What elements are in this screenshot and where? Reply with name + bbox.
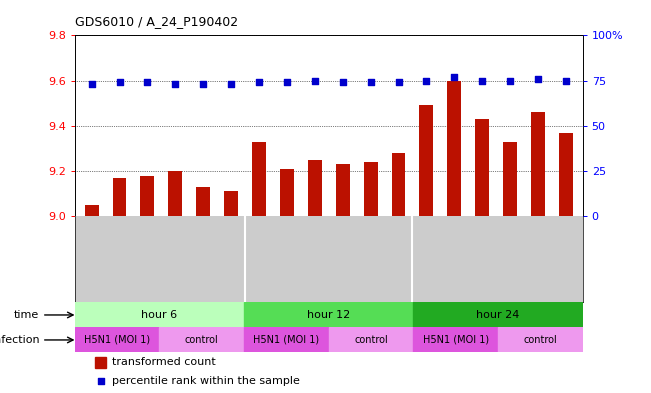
Point [282,79,292,86]
Bar [244,327,329,353]
Bar [413,303,583,327]
Text: percentile rank within the sample: percentile rank within the sample [113,376,300,386]
Text: hour 6: hour 6 [141,310,178,320]
Text: transformed count: transformed count [113,357,216,367]
Point [87,81,97,87]
Bar [85,205,98,216]
Bar [447,81,462,216]
Point [533,75,543,82]
Point [226,81,236,87]
Bar [196,187,210,216]
Text: control: control [523,335,557,345]
Text: GDS6010 / A_24_P190402: GDS6010 / A_24_P190402 [75,15,238,28]
Bar [159,327,244,353]
Text: control: control [185,335,219,345]
Point [365,79,376,86]
Bar [252,141,266,216]
Text: time: time [14,310,39,320]
Point [449,74,460,80]
Point [170,81,180,87]
Point [561,77,571,84]
Text: hour 12: hour 12 [307,310,350,320]
Bar [391,153,406,216]
Bar [113,178,126,216]
Point [254,79,264,86]
Bar [95,357,106,368]
Bar [503,141,517,216]
Bar [336,164,350,216]
Text: H5N1 (MOI 1): H5N1 (MOI 1) [422,335,489,345]
Bar [280,169,294,216]
Bar [141,176,154,216]
Text: H5N1 (MOI 1): H5N1 (MOI 1) [253,335,320,345]
Bar [169,171,182,216]
Bar [559,132,573,216]
Point [142,79,152,86]
Point [559,294,570,301]
Bar [413,327,498,353]
Bar [244,303,413,327]
Bar [308,160,322,216]
Point [477,77,488,84]
Point [421,77,432,84]
Point [337,79,348,86]
Bar [75,303,244,327]
Bar [329,327,413,353]
Point [310,77,320,84]
Bar [498,327,583,353]
Point [115,79,125,86]
Text: control: control [354,335,388,345]
Text: infection: infection [0,335,39,345]
Bar [531,112,545,216]
Point [505,77,516,84]
Text: H5N1 (MOI 1): H5N1 (MOI 1) [84,335,150,345]
Bar [475,119,489,216]
Text: hour 24: hour 24 [477,310,519,320]
Bar [224,191,238,216]
Bar [75,327,159,353]
Point [393,79,404,86]
Bar [419,105,434,216]
Bar [364,162,378,216]
Point [198,81,208,87]
